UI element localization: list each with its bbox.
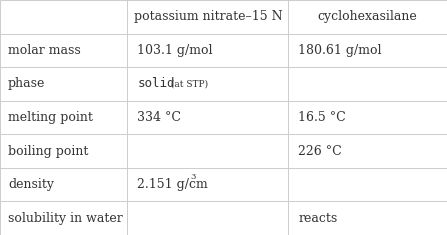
Text: 16.5 °C: 16.5 °C — [298, 111, 346, 124]
Text: phase: phase — [8, 77, 46, 90]
Text: density: density — [8, 178, 54, 191]
Text: (at STP): (at STP) — [165, 79, 208, 88]
Text: potassium nitrate–15 N: potassium nitrate–15 N — [134, 10, 282, 23]
Text: solubility in water: solubility in water — [8, 212, 123, 225]
Text: cyclohexasilane: cyclohexasilane — [318, 10, 417, 23]
Text: solid: solid — [137, 77, 175, 90]
Text: 334 °C: 334 °C — [137, 111, 181, 124]
Text: 180.61 g/mol: 180.61 g/mol — [298, 44, 382, 57]
Text: boiling point: boiling point — [8, 145, 89, 158]
Text: 3: 3 — [190, 173, 195, 181]
Text: melting point: melting point — [8, 111, 93, 124]
Text: 2.151 g/cm: 2.151 g/cm — [137, 178, 208, 191]
Text: reacts: reacts — [298, 212, 337, 225]
Text: molar mass: molar mass — [8, 44, 81, 57]
Text: 103.1 g/mol: 103.1 g/mol — [137, 44, 213, 57]
Text: 226 °C: 226 °C — [298, 145, 342, 158]
